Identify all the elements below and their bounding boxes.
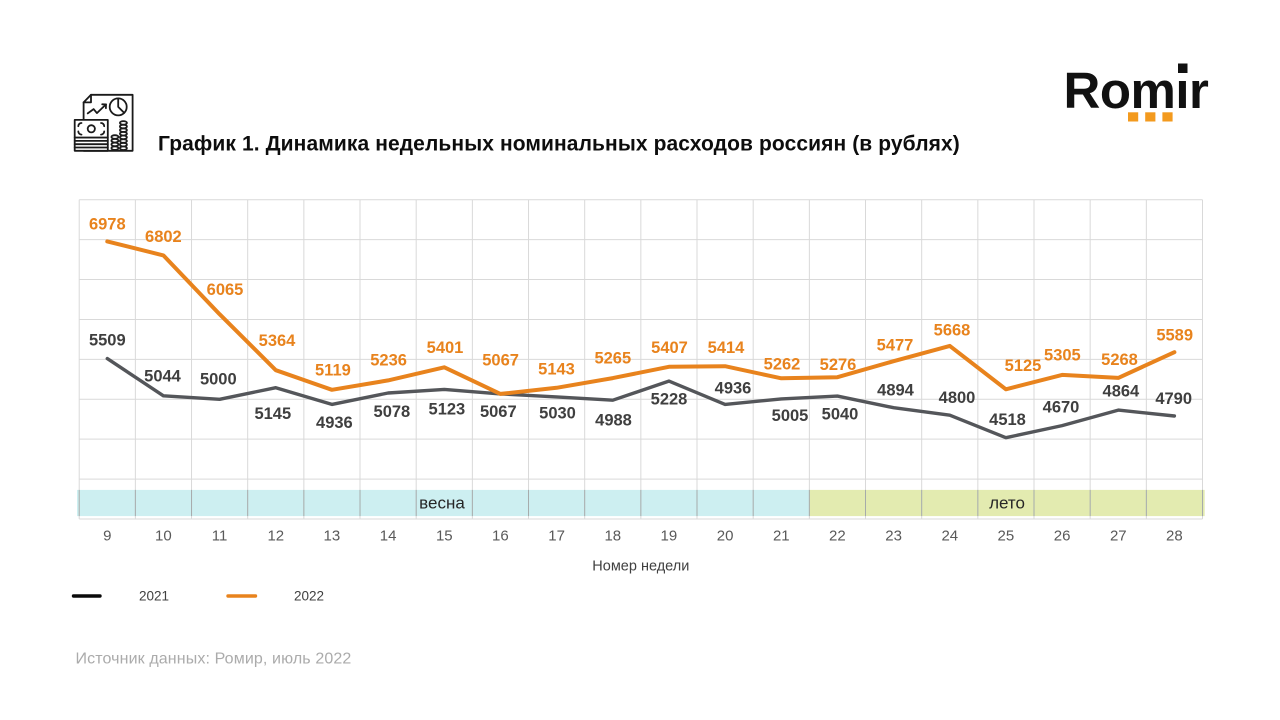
- svg-text:9: 9: [103, 528, 111, 545]
- svg-text:5477: 5477: [877, 336, 914, 354]
- svg-text:5364: 5364: [259, 332, 297, 350]
- svg-text:лето: лето: [989, 494, 1025, 513]
- svg-text:4894: 4894: [877, 382, 915, 400]
- svg-text:5276: 5276: [820, 356, 857, 374]
- svg-text:18: 18: [604, 528, 621, 545]
- svg-text:5040: 5040: [822, 406, 859, 424]
- svg-text:5000: 5000: [200, 370, 237, 388]
- svg-text:6802: 6802: [145, 228, 182, 246]
- svg-text:весна: весна: [419, 494, 465, 513]
- svg-text:24: 24: [941, 528, 958, 545]
- svg-text:5265: 5265: [594, 350, 631, 368]
- svg-text:5262: 5262: [764, 356, 801, 374]
- svg-text:5401: 5401: [427, 339, 464, 357]
- svg-text:5119: 5119: [315, 361, 351, 379]
- svg-text:2022: 2022: [294, 588, 324, 603]
- svg-text:16: 16: [492, 528, 509, 545]
- svg-text:5668: 5668: [934, 322, 971, 340]
- svg-text:27: 27: [1110, 528, 1127, 545]
- svg-text:5005: 5005: [772, 407, 809, 425]
- svg-text:5067: 5067: [482, 351, 519, 369]
- svg-text:25: 25: [998, 528, 1015, 545]
- svg-text:5236: 5236: [370, 351, 407, 369]
- svg-text:4790: 4790: [1155, 390, 1192, 408]
- svg-text:5143: 5143: [538, 360, 575, 378]
- svg-text:13: 13: [324, 528, 341, 545]
- svg-text:4670: 4670: [1043, 398, 1080, 416]
- svg-text:4518: 4518: [989, 411, 1026, 429]
- svg-text:10: 10: [155, 528, 172, 545]
- svg-text:Номер недели: Номер недели: [592, 559, 689, 575]
- svg-text:20: 20: [717, 528, 734, 545]
- svg-text:4936: 4936: [715, 380, 752, 398]
- svg-text:4864: 4864: [1103, 383, 1141, 401]
- svg-text:2021: 2021: [139, 588, 169, 603]
- svg-text:6065: 6065: [207, 281, 244, 299]
- svg-text:14: 14: [380, 528, 397, 545]
- svg-text:5078: 5078: [374, 403, 411, 421]
- svg-text:11: 11: [212, 528, 228, 545]
- svg-text:5125: 5125: [1005, 357, 1042, 375]
- svg-text:5407: 5407: [651, 339, 688, 357]
- svg-text:19: 19: [661, 528, 678, 545]
- svg-text:4800: 4800: [939, 389, 976, 407]
- svg-text:5305: 5305: [1044, 347, 1081, 365]
- svg-text:5268: 5268: [1101, 351, 1138, 369]
- svg-text:15: 15: [436, 528, 453, 545]
- svg-text:Источник данных: Ромир, июль 2: Источник данных: Ромир, июль 2022: [76, 651, 352, 668]
- svg-text:28: 28: [1166, 528, 1183, 545]
- svg-text:5067: 5067: [480, 403, 517, 421]
- svg-text:21: 21: [773, 528, 790, 545]
- svg-text:12: 12: [267, 528, 284, 545]
- svg-text:17: 17: [548, 528, 565, 545]
- svg-text:5509: 5509: [89, 331, 126, 349]
- svg-text:5123: 5123: [429, 401, 466, 419]
- svg-text:4936: 4936: [316, 414, 353, 432]
- svg-text:5589: 5589: [1156, 327, 1193, 345]
- svg-text:4988: 4988: [595, 412, 632, 430]
- svg-text:График 1. Динамика недельных н: График 1. Динамика недельных номинальных…: [158, 133, 960, 156]
- svg-text:22: 22: [829, 528, 846, 545]
- svg-text:5145: 5145: [254, 405, 291, 423]
- svg-text:5414: 5414: [708, 339, 746, 357]
- svg-text:6978: 6978: [89, 216, 126, 234]
- svg-text:5030: 5030: [539, 405, 576, 423]
- svg-text:5228: 5228: [651, 390, 688, 408]
- svg-text:5044: 5044: [144, 368, 182, 386]
- svg-text:23: 23: [885, 528, 902, 545]
- svg-text:26: 26: [1054, 528, 1071, 545]
